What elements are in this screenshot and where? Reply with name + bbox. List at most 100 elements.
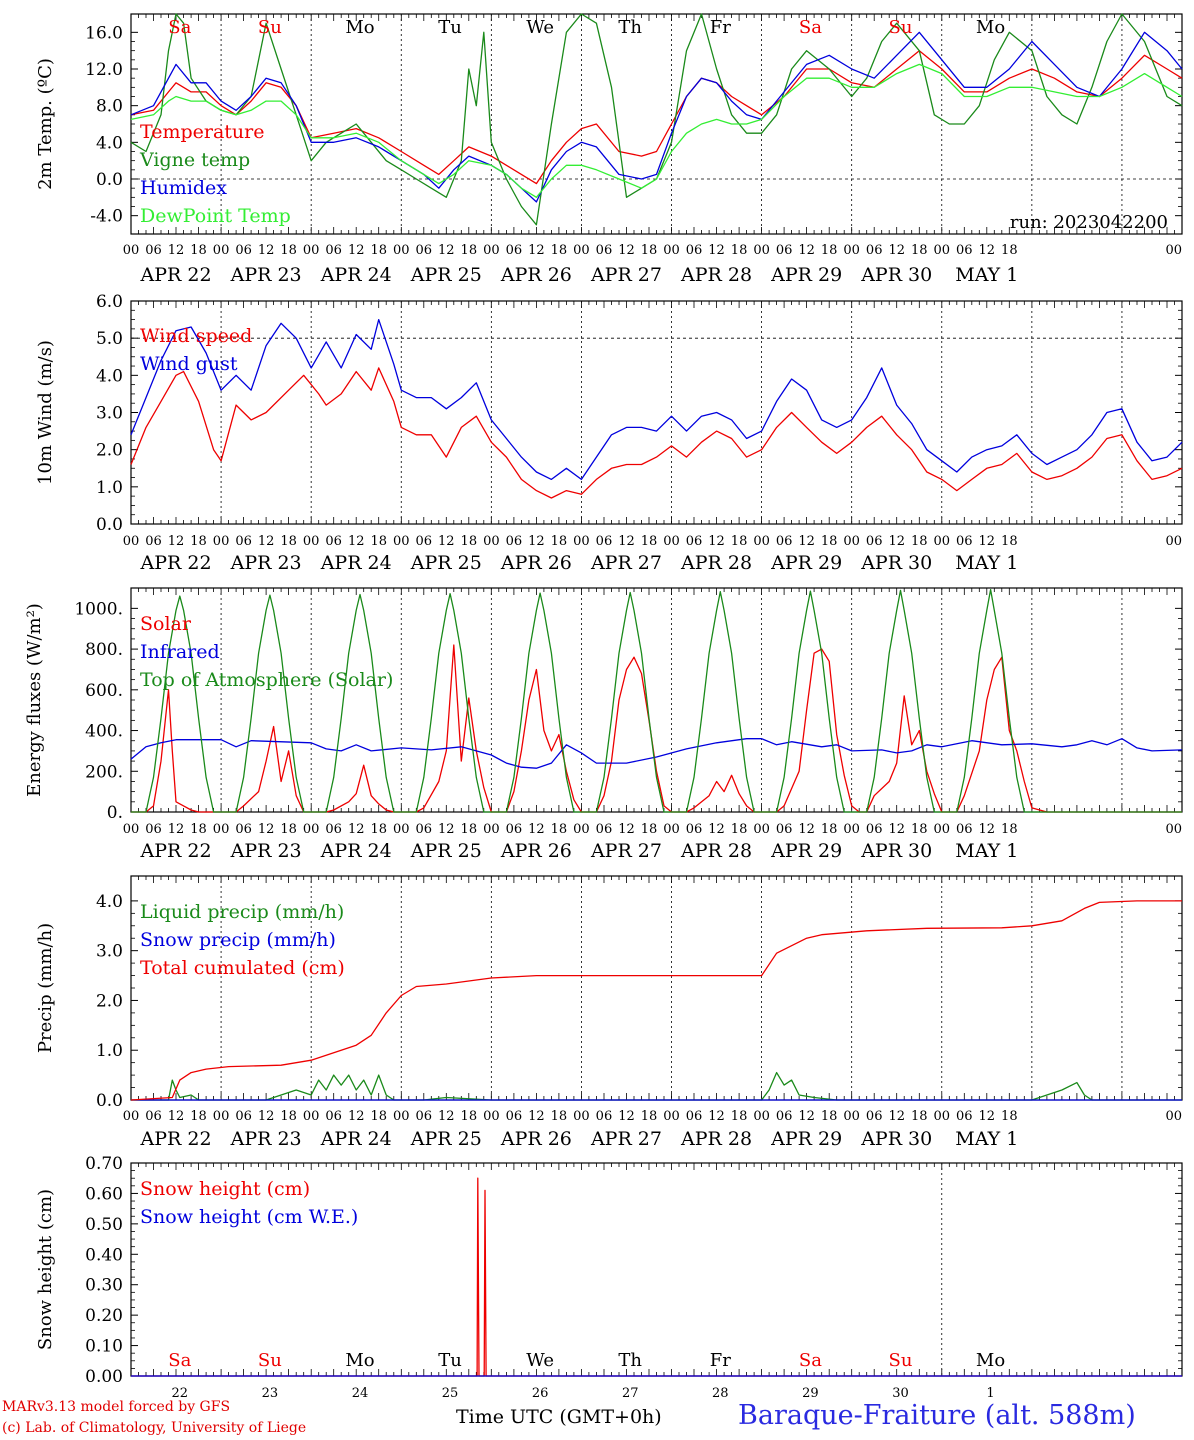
date-label: APR 23 <box>230 552 302 574</box>
hour-tick-label: 00 <box>573 243 590 258</box>
hour-tick-label: 12 <box>708 243 725 258</box>
hour-tick-label: 00 <box>573 534 590 549</box>
hour-tick-label: 18 <box>280 243 297 258</box>
hour-tick-label: 12 <box>708 822 725 837</box>
hour-tick-label: 18 <box>190 1109 207 1124</box>
date-label: APR 26 <box>500 552 572 574</box>
hour-tick-label: 00 <box>393 243 410 258</box>
hour-tick-label: 06 <box>596 822 613 837</box>
hour-tick-label: 18 <box>461 822 478 837</box>
hour-tick-label: 06 <box>145 822 162 837</box>
temperature-y-tick-label: -4.0 <box>90 207 123 227</box>
hour-tick-label: 06 <box>596 243 613 258</box>
hour-tick-label: 06 <box>866 1109 883 1124</box>
day-of-week-label: Su <box>258 17 282 38</box>
energy-panel: 0. 200. 400. 600. 800. 1000. Energy fluxes (W/… <box>24 587 1183 862</box>
hour-tick-label: 00 <box>573 1109 590 1124</box>
hour-tick-label: 18 <box>370 243 387 258</box>
hour-tick-label: 00 <box>933 534 950 549</box>
temperature-frame <box>130 13 1183 235</box>
day-of-week-label: Mo <box>976 17 1005 38</box>
hour-tick-label: 00 <box>213 534 230 549</box>
hour-tick-label: 18 <box>911 534 928 549</box>
hour-tick-label: 12 <box>258 1109 275 1124</box>
hour-tick-label: 12 <box>888 243 905 258</box>
hour-tick-label: 12 <box>168 534 185 549</box>
time-axis-label: Time UTC (GMT+0h) <box>456 1406 662 1428</box>
precip-y-tick-label: 2.0 <box>96 991 123 1011</box>
hour-tick-label: 00 <box>753 534 770 549</box>
hour-tick-label: 18 <box>461 243 478 258</box>
day-of-week-label: Sa <box>168 1350 191 1371</box>
hour-tick-label: 00 <box>393 534 410 549</box>
hour-tick-label: 06 <box>956 243 973 258</box>
hour-tick-label: 12 <box>348 243 365 258</box>
day-of-week-label: Su <box>889 17 913 38</box>
day-number-label: 27 <box>622 1386 639 1401</box>
day-of-week-label: Mo <box>345 1350 374 1371</box>
day-of-week-label: Sa <box>799 1350 822 1371</box>
hour-tick-label: 12 <box>979 822 996 837</box>
hour-tick-label: 00 <box>213 1109 230 1124</box>
date-label: APR 29 <box>770 264 842 286</box>
hour-tick-label: 00 <box>933 243 950 258</box>
hour-tick-label: 06 <box>145 1109 162 1124</box>
date-label: APR 24 <box>320 840 392 862</box>
hour-tick-label: 18 <box>731 534 748 549</box>
model-credit: MARv3.13 model forced by GFS <box>2 1399 231 1415</box>
hour-tick-label: 18 <box>280 822 297 837</box>
energy-y-tick-label: 1000. <box>74 599 123 619</box>
date-label: APR 25 <box>410 552 482 574</box>
legend-entry: Snow height (cm W.E.) <box>140 1206 358 1228</box>
precip-y-tick-label: 3.0 <box>96 942 123 962</box>
date-label: APR 22 <box>140 264 212 286</box>
hour-tick-label: 12 <box>798 534 815 549</box>
date-label: APR 29 <box>770 840 842 862</box>
energy-y-tick-label: 0. <box>107 803 123 823</box>
hour-tick-label: 18 <box>911 822 928 837</box>
day-number-label: 26 <box>532 1386 549 1401</box>
legend-entry: Wind gust <box>140 353 238 375</box>
day-of-week-label: Tu <box>438 17 462 38</box>
hour-tick-label: 06 <box>506 822 523 837</box>
hour-tick-label: 06 <box>325 534 342 549</box>
day-of-week-label: Tu <box>438 1350 462 1371</box>
station-title: Baraque-Fraiture (alt. 588m) <box>738 1400 1136 1431</box>
date-label: APR 22 <box>140 1128 212 1150</box>
hour-tick-label: 12 <box>708 1109 725 1124</box>
hour-tick-label: 18 <box>821 1109 838 1124</box>
day-number-label: 29 <box>802 1386 819 1401</box>
hour-tick-label: 06 <box>416 1109 433 1124</box>
hour-tick-label: 18 <box>641 1109 658 1124</box>
date-label: APR 30 <box>860 840 932 862</box>
precip-panel: 0.0 1.0 2.0 3.0 4.0 Precip (mm/h) Liquid preci… <box>35 875 1183 1150</box>
hour-tick-label: 18 <box>1001 243 1018 258</box>
snow-y-tick-label: 0.50 <box>85 1215 123 1235</box>
hour-tick-label: 12 <box>438 243 455 258</box>
snow-panel: 0.00 0.10 0.20 0.30 0.40 0.50 0.60 0.70 Snow hei… <box>35 1154 1183 1401</box>
hour-tick-label: 06 <box>956 822 973 837</box>
hour-tick-label: 00 <box>123 1109 140 1124</box>
date-label: MAY 1 <box>955 840 1018 862</box>
hour-tick-label: 12 <box>348 1109 365 1124</box>
hour-tick-label: 06 <box>776 1109 793 1124</box>
hour-tick-label: 12 <box>528 822 545 837</box>
date-label: APR 26 <box>500 1128 572 1150</box>
day-of-week-label: Mo <box>976 1350 1005 1371</box>
hour-tick-label: 12 <box>258 534 275 549</box>
hour-tick-label: 00 <box>303 1109 320 1124</box>
hour-tick-label: 18 <box>641 534 658 549</box>
hour-tick-label: 12 <box>348 822 365 837</box>
hour-tick-label: 06 <box>866 822 883 837</box>
precip-y-tick-label: 4.0 <box>96 892 123 912</box>
hour-tick-label: 06 <box>686 1109 703 1124</box>
day-of-week-label: Fr <box>710 17 731 38</box>
wind-y-tick-label: 0.0 <box>96 515 123 535</box>
day-of-week-label: Fr <box>710 1350 731 1371</box>
precip-y-tick-label: 1.0 <box>96 1041 123 1061</box>
hour-tick-label: 06 <box>866 243 883 258</box>
hour-tick-label: 06 <box>776 822 793 837</box>
wind-y-tick-label: 5.0 <box>96 329 123 349</box>
day-of-week-label: Mo <box>345 17 374 38</box>
temperature-y-tick-label: 4.0 <box>96 133 123 153</box>
